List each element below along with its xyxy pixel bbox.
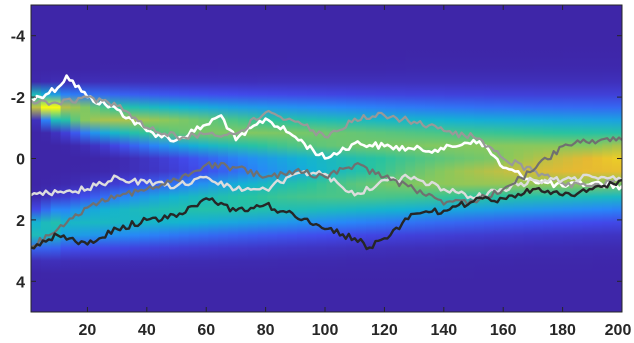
y-tick-label: -2 (11, 90, 25, 107)
sample-path-line (31, 170, 622, 200)
heatmap-column (562, 5, 574, 312)
sample-path-line (31, 178, 622, 251)
heatmap-column (513, 5, 525, 312)
heatmap-column (139, 5, 150, 312)
heatmap-column (425, 5, 436, 312)
heatmap-column (90, 5, 101, 312)
heatmap-column (129, 5, 140, 312)
heatmap-column (533, 5, 544, 312)
heatmap-column (454, 5, 465, 312)
y-tick-label: 0 (16, 152, 25, 169)
heatmap-column (208, 5, 219, 312)
sample-path-line (31, 95, 622, 189)
x-tick-label: 200 (605, 322, 632, 339)
heatmap-column (228, 5, 239, 312)
heatmap-column (582, 5, 594, 312)
heatmap-column (316, 5, 328, 312)
x-tick-label: 100 (312, 322, 339, 339)
heatmap-column (80, 5, 91, 312)
heatmap-column (70, 5, 81, 312)
heatmap-column (168, 5, 180, 312)
heatmap-column (523, 5, 534, 312)
heatmap-column (237, 5, 249, 312)
x-tick-label: 80 (257, 322, 275, 339)
heatmap-column (31, 5, 42, 312)
heatmap-column (50, 5, 62, 312)
heatmap-column (484, 5, 495, 312)
heatmap-column (306, 5, 318, 312)
heatmap-column (592, 5, 603, 312)
heatmap-column (553, 5, 564, 312)
heatmap-column (493, 5, 505, 312)
heatmap-column (444, 5, 456, 312)
heatmap-column (60, 5, 71, 312)
heatmap-column (336, 5, 347, 312)
x-tick-label: 140 (430, 322, 457, 339)
x-tick-label: 120 (371, 322, 398, 339)
heatmap-column (247, 5, 259, 312)
heatmap-column (572, 5, 584, 312)
heatmap-column (375, 5, 387, 312)
heatmap-column (99, 5, 111, 312)
heatmap-column (257, 5, 268, 312)
heatmap-column (296, 5, 308, 312)
heatmap-column (385, 5, 397, 312)
heatmap-column (159, 5, 170, 312)
heatmap-column (365, 5, 377, 312)
heatmap-column (434, 5, 446, 312)
heatmap-column (287, 5, 298, 312)
heatmap-column (218, 5, 229, 312)
x-tick-label: 40 (138, 322, 156, 339)
heatmap-column (277, 5, 288, 312)
heatmap-column (346, 5, 357, 312)
y-tick-label: 2 (16, 213, 25, 230)
heatmap-column (188, 5, 200, 312)
heatmap-column (198, 5, 209, 312)
sample-path-line (31, 136, 622, 249)
heatmap-column (602, 5, 613, 312)
y-tick-label: 4 (16, 274, 25, 291)
heatmap-column (356, 5, 367, 312)
heatmap-column (405, 5, 416, 312)
heatmap-column (178, 5, 190, 312)
x-tick-label: 20 (79, 322, 97, 339)
heatmap-column (326, 5, 337, 312)
y-tick-label: -4 (11, 29, 25, 46)
heatmap-column (395, 5, 406, 312)
x-axis: 20 40 60 80 100 120 140 160 180 200 (79, 5, 632, 339)
heatmap-column (415, 5, 426, 312)
sample-paths (31, 74, 622, 251)
y-axis: -4 -2 0 2 4 (11, 29, 622, 291)
heatmap-column (119, 5, 131, 312)
heatmap-column (464, 5, 475, 312)
heatmap-column (109, 5, 121, 312)
heatmap-column (149, 5, 160, 312)
x-tick-label: 160 (490, 322, 517, 339)
heatmap-column (474, 5, 485, 312)
x-tick-label: 180 (549, 322, 576, 339)
x-tick-label: 60 (197, 322, 215, 339)
heatmap-column (267, 5, 278, 312)
heatmap-column (503, 5, 515, 312)
heatmap-column (40, 5, 52, 312)
